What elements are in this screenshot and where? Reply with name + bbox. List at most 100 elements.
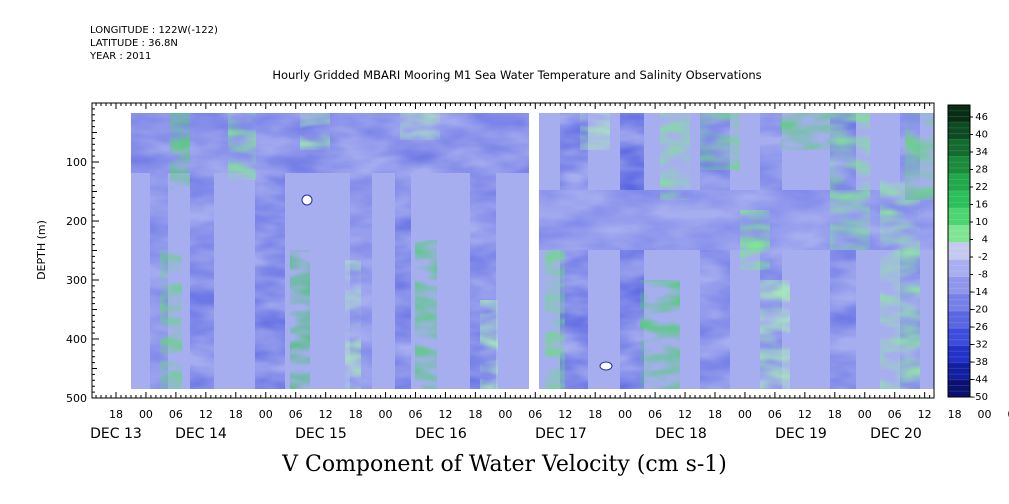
x-hour-label: 18 [229,408,243,421]
x-hour-label: 00 [858,408,872,421]
green-streak [415,240,437,389]
x-hour-label: 12 [918,408,932,421]
x-hour-label: 18 [828,408,842,421]
latitude-label: LATITUDE : 36.8N [90,38,178,49]
colorbar-swatch [948,311,970,329]
colorbar-swatch [948,156,970,175]
y-axis-title: DEPTH (m) [35,220,48,280]
colorbar-label: -38 [972,357,988,368]
colorbar-label: 10 [975,217,988,228]
x-hour-label: 06 [1008,408,1009,421]
blue-streak [395,113,411,389]
heatmap-field [131,113,934,389]
x-hour-label: 00 [618,408,632,421]
green-streak [580,113,610,150]
colorbar-swatch [948,139,970,158]
colorbar-label: 4 [982,235,988,246]
x-hour-label: 00 [259,408,273,421]
y-tick-label: 500 [66,392,87,405]
missing-data-blob [599,361,613,371]
colorbar-label: 46 [975,112,988,123]
colorbar-label: -44 [972,375,988,386]
colorbar-frame [947,104,971,398]
colorbar-label: -14 [972,287,988,298]
x-day-label: DEC 18 [655,426,707,442]
y-tick-label: 200 [66,215,87,228]
x-day-label: DEC 20 [870,426,922,442]
x-hour-label: 12 [319,408,333,421]
x-day-label: DEC 17 [535,426,587,442]
green-streak [480,300,498,389]
green-bands [160,113,934,389]
colorbar-label: -8 [978,270,988,281]
colorbar-swatch [948,225,970,243]
x-hour-label: 18 [109,408,123,421]
y-tick-label: 100 [66,156,87,169]
x-hour-label: 18 [349,408,363,421]
x-hour-label: 00 [139,408,153,421]
data-gap [529,113,539,389]
green-streak [660,113,690,200]
green-streak [880,180,920,389]
green-streak [700,113,740,170]
x-hour-label: 06 [289,408,303,421]
x-hour-label: 12 [199,408,213,421]
colorbar-swatch [948,122,970,140]
x-day-label: DEC 19 [775,426,827,442]
green-streak [345,260,361,389]
x-hour-label: 18 [708,408,722,421]
x-day-label: DEC 15 [295,426,347,442]
green-streak [400,113,440,140]
x-hour-label: 12 [438,408,452,421]
colorbar-swatch [948,242,970,261]
x-day-label: DEC 16 [415,426,467,442]
x-hour-label: 12 [558,408,572,421]
green-streak [905,113,934,200]
x-hour-label: 12 [798,408,812,421]
colorbar-label: -20 [972,305,988,316]
x-hour-label: 00 [738,408,752,421]
y-tick-label: 300 [66,274,87,287]
y-tick-label: 400 [66,333,87,346]
x-hour-label: 12 [678,408,692,421]
colorbar-label: 40 [975,130,988,141]
x-hour-label: 18 [588,408,602,421]
colorbar-swatch [948,259,970,278]
missing-data-blob [301,194,313,206]
colorbar-swatch [948,190,970,209]
colorbar-swatch [948,379,970,398]
green-streak [740,210,770,270]
colorbar-label: 28 [975,165,988,176]
x-day-label: DEC 13 [90,426,142,442]
x-hour-label: 06 [528,408,542,421]
x-hour-label: 06 [888,408,902,421]
blue-streak [539,190,934,250]
x-hour-label: 18 [468,408,482,421]
colorbar-swatch [948,362,970,381]
x-hour-label: 06 [169,408,183,421]
colorbar-label: 22 [975,182,988,193]
x-hour-label: 00 [978,408,992,421]
x-day-label: DEC 14 [175,426,227,442]
green-streak [830,113,870,250]
colorbar-swatch [948,293,970,312]
x-hour-label: 00 [498,408,512,421]
x-hour-label: 18 [948,408,962,421]
colorbar-label: -2 [978,252,988,263]
year-label: YEAR : 2011 [90,51,152,62]
green-streak [300,113,330,150]
green-streak [290,250,310,389]
x-hour-label: 06 [648,408,662,421]
x-hour-label: 00 [379,408,393,421]
colorbar-swatch [948,173,970,192]
colorbar-label: 16 [975,200,988,211]
colorbar-swatch [948,105,970,123]
green-streak [640,280,680,389]
chart-title: Hourly Gridded MBARI Mooring M1 Sea Wate… [272,68,762,82]
green-streak [545,250,565,389]
colorbar-label: -32 [972,340,988,351]
colorbar-label: 34 [975,147,988,158]
